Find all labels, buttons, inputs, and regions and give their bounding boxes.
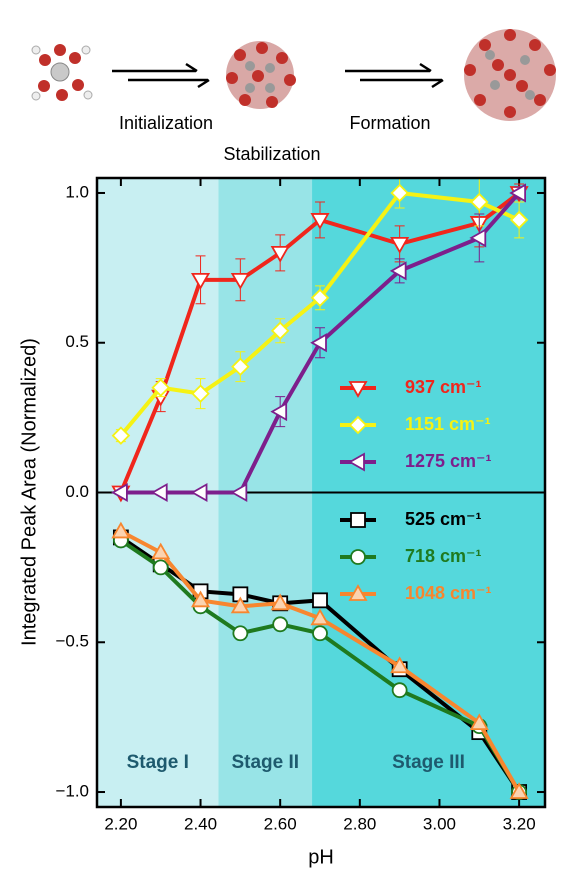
series (111, 177, 529, 445)
point (310, 608, 330, 626)
y-axis-label: Integrated Peak Area (Normalized) (18, 338, 40, 646)
point (272, 616, 289, 633)
y-tick-label: 0.5 (65, 332, 89, 351)
legend-marker (350, 512, 366, 528)
step-label: Formation (349, 113, 430, 133)
molecule-medium (226, 41, 296, 109)
point (270, 245, 290, 263)
point (232, 625, 249, 642)
point (469, 228, 487, 248)
point (230, 596, 250, 614)
arrows-1 (112, 62, 210, 89)
point (312, 625, 328, 642)
plot-frame (95, 176, 547, 809)
point (470, 192, 489, 212)
point (230, 272, 250, 290)
point (270, 321, 290, 341)
series (111, 521, 529, 799)
point (509, 782, 529, 799)
x-axis-label: pH (308, 846, 334, 868)
legend-marker (348, 415, 368, 435)
legend-marker (348, 452, 365, 472)
point (270, 402, 288, 422)
point (509, 183, 527, 203)
legend-label: 1151 cm⁻¹ (405, 414, 491, 434)
point (469, 713, 489, 731)
point (190, 272, 211, 290)
point (111, 521, 131, 539)
point (111, 426, 131, 445)
point (151, 542, 171, 560)
step-label: Stabilization (223, 144, 320, 164)
legend-label: 1048 cm⁻¹ (405, 583, 492, 603)
point (310, 333, 327, 353)
arrows-2 (345, 62, 444, 89)
y-tick-label: 0.0 (65, 482, 89, 501)
legend-label: 1275 cm⁻¹ (405, 451, 492, 471)
x-tick-label: 2.60 (264, 814, 297, 833)
point (310, 288, 330, 308)
legend-marker (348, 381, 368, 398)
step-label: Initialization (119, 113, 213, 133)
y-tick-label: −0.5 (55, 632, 89, 651)
legend-label: 937 cm⁻¹ (405, 377, 482, 397)
y-tick-label: 1.0 (65, 182, 89, 201)
point (390, 236, 410, 254)
legend-marker (350, 549, 366, 565)
point (312, 592, 328, 609)
y-tick-label: −1.0 (55, 782, 89, 801)
stage-label: Stage III (392, 752, 465, 773)
legend-label: 525 cm⁻¹ (405, 509, 482, 529)
x-tick-label: 2.20 (104, 814, 137, 833)
point (390, 183, 409, 203)
molecule-large (464, 29, 556, 121)
x-tick-label: 3.20 (503, 814, 536, 833)
series (111, 183, 527, 503)
point (151, 378, 170, 397)
point (509, 210, 529, 230)
point (270, 593, 290, 611)
point (391, 682, 408, 699)
legend-marker (348, 584, 368, 601)
legend-label: 718 cm⁻¹ (405, 546, 482, 566)
point (231, 357, 250, 376)
x-tick-label: 2.80 (343, 814, 376, 833)
point (191, 384, 210, 403)
point (230, 482, 248, 503)
point (111, 482, 128, 503)
point (390, 656, 410, 674)
x-tick-label: 2.40 (184, 814, 217, 833)
point (389, 261, 407, 281)
schematic: Initialization Stabilization Formation (31, 29, 556, 164)
stage-label: Stage I (127, 752, 189, 773)
point (152, 559, 169, 576)
point (190, 590, 211, 608)
point (150, 482, 168, 503)
point (310, 213, 330, 230)
molecule-small (31, 44, 93, 101)
stage-label: Stage II (231, 752, 299, 773)
point (190, 482, 208, 503)
x-tick-label: 3.00 (423, 814, 456, 833)
